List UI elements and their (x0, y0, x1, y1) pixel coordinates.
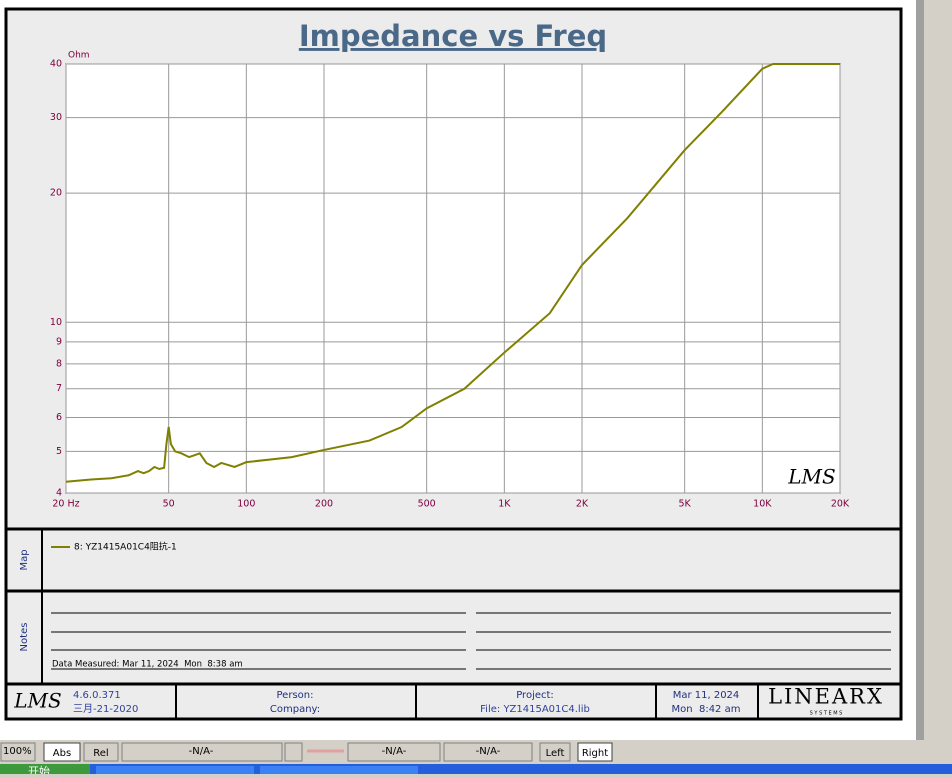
y-tick-label: 30 (50, 112, 62, 123)
taskbar (0, 764, 952, 774)
field-box (443, 742, 533, 762)
task-item[interactable] (96, 766, 254, 774)
rel-button[interactable] (83, 742, 119, 762)
chart-title: Impedance vs Freq (299, 19, 607, 53)
brand: LINEARX (768, 685, 884, 709)
right-button[interactable] (577, 742, 613, 762)
y-tick-label: 9 (56, 336, 62, 347)
x-tick-label: 500 (418, 499, 436, 510)
rel[interactable]: Rel (93, 748, 108, 759)
zoom-box (0, 742, 36, 762)
time: Mon 8:42 am (672, 704, 741, 715)
y-tick-label: 20 (50, 188, 62, 199)
legend-entry: 8: YZ1415A01C4阻抗-1 (74, 541, 177, 553)
y-tick-label: 4 (56, 488, 62, 499)
field-3: -N/A- (476, 746, 501, 757)
notes-label: Notes (19, 623, 30, 652)
company: Company: (270, 704, 320, 715)
x-tick-label: 20K (831, 499, 850, 510)
date: Mar 11, 2024 (673, 690, 740, 701)
plot-area (65, 63, 841, 494)
y-tick-label: 5 (56, 446, 62, 457)
footer-dividers (175, 684, 759, 719)
y-tick-label: 8 (56, 358, 62, 369)
scroll-edge (916, 0, 924, 740)
field-2: -N/A- (382, 746, 407, 757)
field-box (347, 742, 441, 762)
x-tick-label: 10K (753, 499, 772, 510)
data-measured: Data Measured: Mar 11, 2024 Mon 8:38 am (52, 660, 243, 670)
x-tick-label: 5K (679, 499, 692, 510)
project: Project: (516, 690, 554, 701)
abs-button[interactable] (43, 742, 81, 762)
spinner[interactable] (284, 742, 303, 762)
notes-lines (51, 612, 891, 670)
map-label: Map (19, 549, 30, 570)
y-tick-label: 40 (50, 59, 62, 70)
x-tick-label: 20 Hz (52, 499, 79, 510)
abs[interactable]: Abs (53, 748, 71, 759)
y-unit: Ohm (68, 51, 90, 61)
version: 4.6.0.371 (73, 690, 121, 701)
y-tick-label: 6 (56, 412, 62, 423)
y-tick-label: 7 (56, 383, 62, 394)
footer-logo: LMS (13, 689, 61, 713)
zoom: 100% (3, 746, 32, 757)
plot: 4 5 6 7 8 9 10 20 30 40 20 Hz 50 100 200 500 1K 2K 5K 10K 2… (50, 59, 850, 510)
y-tick-label: 10 (50, 317, 62, 328)
brand-sub: S Y S T E M S (810, 711, 843, 717)
start-button[interactable] (0, 764, 90, 774)
x-tick-label: 200 (315, 499, 333, 510)
start[interactable]: 开始 (28, 764, 50, 778)
left-button[interactable] (539, 742, 571, 762)
watermark: LMS (787, 465, 835, 489)
left[interactable]: Left (546, 748, 565, 759)
field-1: -N/A- (189, 746, 214, 757)
file: File: YZ1415A01C4.lib (480, 704, 590, 715)
status-bar (0, 740, 952, 764)
task-item[interactable] (260, 766, 418, 774)
right[interactable]: Right (582, 748, 608, 759)
x-tick-label: 2K (576, 499, 589, 510)
build-date: 三月-21-2020 (73, 703, 138, 715)
x-tick-label: 100 (237, 499, 255, 510)
series-line (65, 63, 840, 483)
x-tick-label: 1K (498, 499, 511, 510)
person: Person: (277, 690, 314, 701)
field-box (121, 742, 283, 762)
x-tick-label: 50 (163, 499, 175, 510)
